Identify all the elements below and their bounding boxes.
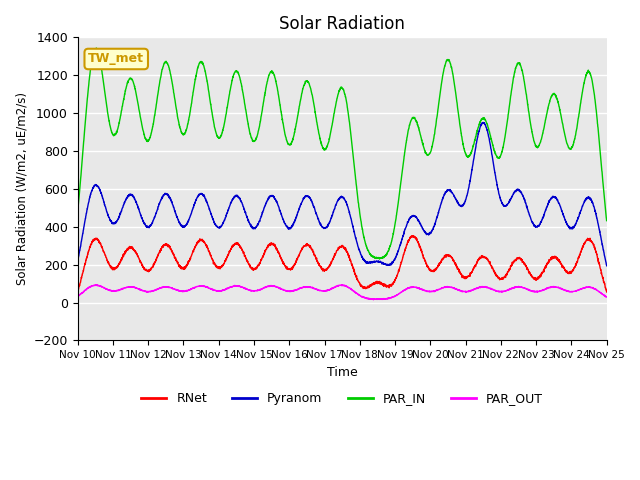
Legend: RNet, Pyranom, PAR_IN, PAR_OUT: RNet, Pyranom, PAR_IN, PAR_OUT [136,387,548,410]
PAR_IN [593,111,600,117]
PAR_OUT [166,285,173,290]
PAR_OUT [603,294,611,300]
RNet [593,250,600,256]
RNet [300,244,307,250]
RNet [603,289,611,295]
RNet [410,233,417,239]
PAR_IN [134,102,142,108]
PAR_IN [277,107,285,113]
PAR_OUT [593,287,600,293]
Line: PAR_OUT: PAR_OUT [77,285,607,300]
PAR_OUT [134,286,142,291]
PAR_OUT [74,294,81,300]
PAR_IN [93,45,100,51]
Pyranom [603,263,611,269]
Pyranom [536,222,543,228]
RNet [276,254,284,260]
PAR_OUT [536,288,543,294]
X-axis label: Time: Time [327,366,358,379]
RNet [134,253,142,259]
PAR_OUT [300,285,307,290]
PAR_IN [376,256,383,262]
PAR_OUT [338,282,346,288]
Title: Solar Radiation: Solar Radiation [279,15,405,33]
Pyranom [593,213,600,218]
PAR_IN [166,67,173,72]
Y-axis label: Solar Radiation (W/m2, uE/m2/s): Solar Radiation (W/m2, uE/m2/s) [15,92,28,286]
Pyranom [134,204,142,210]
Pyranom [166,194,173,200]
Line: PAR_IN: PAR_IN [77,48,607,259]
PAR_OUT [370,297,378,303]
PAR_IN [300,84,307,89]
Pyranom [276,209,284,215]
Text: TW_met: TW_met [88,52,144,65]
Pyranom [300,195,307,201]
RNet [166,243,173,249]
Line: RNet: RNet [77,236,607,292]
Pyranom [479,120,487,125]
PAR_IN [74,209,81,215]
RNet [536,274,543,280]
PAR_IN [536,141,543,147]
Line: Pyranom: Pyranom [77,122,607,266]
RNet [74,288,81,294]
PAR_OUT [276,286,284,291]
Pyranom [74,259,81,264]
PAR_IN [603,218,611,224]
